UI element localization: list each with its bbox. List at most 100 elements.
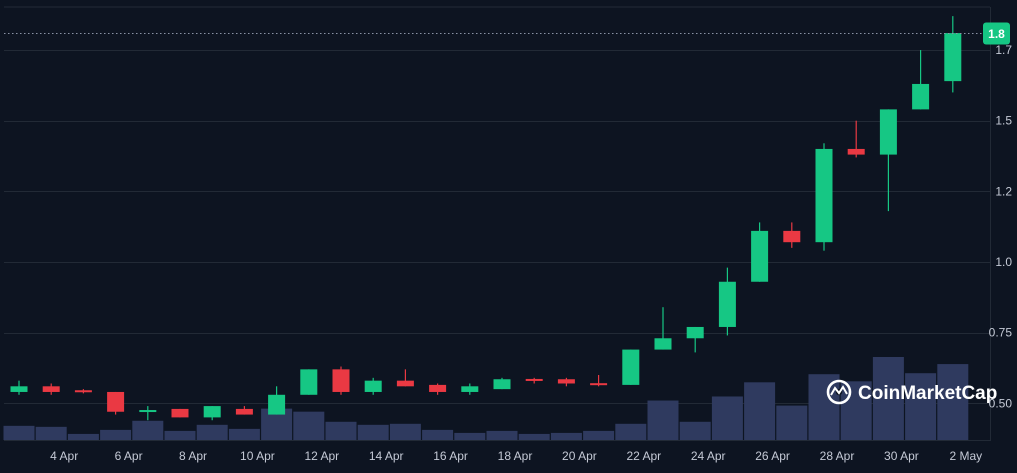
volume-bar <box>872 357 904 440</box>
candle-body <box>622 349 640 385</box>
y-tick-label: 0.75 <box>989 326 1013 340</box>
x-tick-label: 26 Apr <box>755 449 790 463</box>
volume-bar <box>808 374 840 440</box>
y-tick-label: 1.5 <box>995 114 1012 128</box>
volume-bar <box>67 433 99 440</box>
candle <box>139 406 157 421</box>
candle <box>396 369 414 387</box>
volume-bar <box>679 421 711 440</box>
candle-body <box>912 83 930 110</box>
volume-bar <box>325 421 357 440</box>
y-tick-label: 1.7 <box>995 43 1012 57</box>
volume-bar <box>196 424 228 440</box>
candle <box>74 389 92 394</box>
volume-bar <box>422 429 454 440</box>
volume-bar <box>550 432 582 440</box>
y-tick-label: 0.50 <box>989 396 1013 410</box>
volume-bar <box>164 430 196 440</box>
candle-body <box>268 394 286 415</box>
x-tick-label: 28 Apr <box>820 449 855 463</box>
candle <box>751 222 769 282</box>
candle <box>203 406 221 421</box>
candle-body <box>235 408 253 415</box>
candle <box>42 383 60 395</box>
grid-lines <box>4 6 991 441</box>
volume-bar <box>228 428 260 440</box>
candle <box>654 307 672 350</box>
candle-body <box>461 386 479 392</box>
y-tick-label: 1.0 <box>995 255 1012 269</box>
candle-body <box>944 33 962 82</box>
candle <box>686 326 704 353</box>
y-tick-label: 1.2 <box>995 184 1012 198</box>
candle-body <box>332 369 350 392</box>
volume-bar <box>293 411 325 440</box>
candle <box>461 383 479 395</box>
candle-body <box>107 391 125 412</box>
candle <box>912 50 930 110</box>
x-axis: 4 Apr 6 Apr 8 Apr 10 Apr 12 Apr 14 Apr 16 Apr 1… <box>50 449 982 463</box>
candle <box>622 349 640 385</box>
volume-bar <box>132 420 164 440</box>
candlesticks <box>10 16 962 421</box>
candle <box>944 16 962 93</box>
candle <box>235 406 253 415</box>
volume-bar <box>711 396 743 440</box>
candle <box>879 109 897 212</box>
volume-bar <box>389 423 421 440</box>
candle <box>493 377 511 390</box>
candle-body <box>879 109 897 155</box>
x-tick-label: 8 Apr <box>179 449 207 463</box>
candle <box>525 377 543 384</box>
x-tick-label: 14 Apr <box>369 449 404 463</box>
candle-body <box>686 326 704 339</box>
volume-bar <box>744 382 776 440</box>
candle-body <box>429 384 447 392</box>
candle-body <box>493 379 511 390</box>
candle <box>783 222 801 248</box>
candle-body <box>751 230 769 282</box>
candle <box>557 377 575 387</box>
x-tick-label: 6 Apr <box>115 449 143 463</box>
candle-body <box>557 379 575 384</box>
candle-body <box>525 378 543 381</box>
coinmarketcap-logo-icon <box>826 379 852 405</box>
candle <box>10 380 28 395</box>
volume-bar <box>454 432 486 440</box>
candle-body <box>718 281 736 327</box>
candle-body <box>847 148 865 155</box>
candle <box>815 143 833 251</box>
volume-bar <box>518 433 550 440</box>
volume-bar <box>35 426 67 440</box>
candle-body <box>74 390 92 393</box>
candle-body <box>654 338 672 350</box>
candle <box>718 267 736 336</box>
current-price-tag <box>983 22 1010 45</box>
candle <box>268 386 286 415</box>
x-tick-label: 16 Apr <box>433 449 468 463</box>
candle-body <box>171 408 189 418</box>
volume-bar <box>583 430 615 440</box>
candle-body <box>590 383 608 386</box>
x-tick-label: 24 Apr <box>691 449 726 463</box>
x-tick-label: 4 Apr <box>50 449 78 463</box>
y-axis: 0.50 0.75 1.0 1.2 1.5 1.7 <box>989 43 1013 410</box>
candle-body <box>139 410 157 413</box>
volume-bar <box>3 425 35 440</box>
candle-body <box>783 230 801 243</box>
x-tick-label: 18 Apr <box>498 449 533 463</box>
candle-body <box>203 406 221 418</box>
x-tick-label: 20 Apr <box>562 449 597 463</box>
candle <box>364 377 382 395</box>
volume-bar <box>905 373 937 440</box>
x-tick-label: 10 Apr <box>240 449 275 463</box>
volume-bar <box>615 423 647 440</box>
watermark: CoinMarketCap <box>826 379 997 405</box>
candle-body <box>42 386 60 392</box>
candle-body <box>396 380 414 387</box>
current-price-label: 1.8 <box>988 27 1005 41</box>
volume-bar <box>776 405 808 440</box>
candle <box>300 369 318 395</box>
